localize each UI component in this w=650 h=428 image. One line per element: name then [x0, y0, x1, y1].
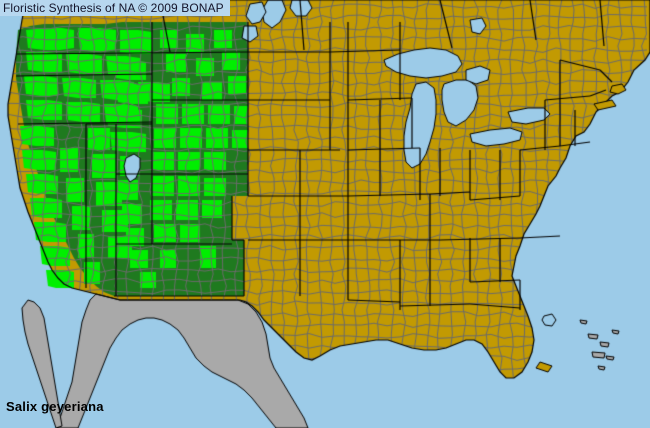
species-name-text: Salix geyeriana	[6, 399, 104, 414]
species-caption: Salix geyeriana	[6, 398, 104, 416]
